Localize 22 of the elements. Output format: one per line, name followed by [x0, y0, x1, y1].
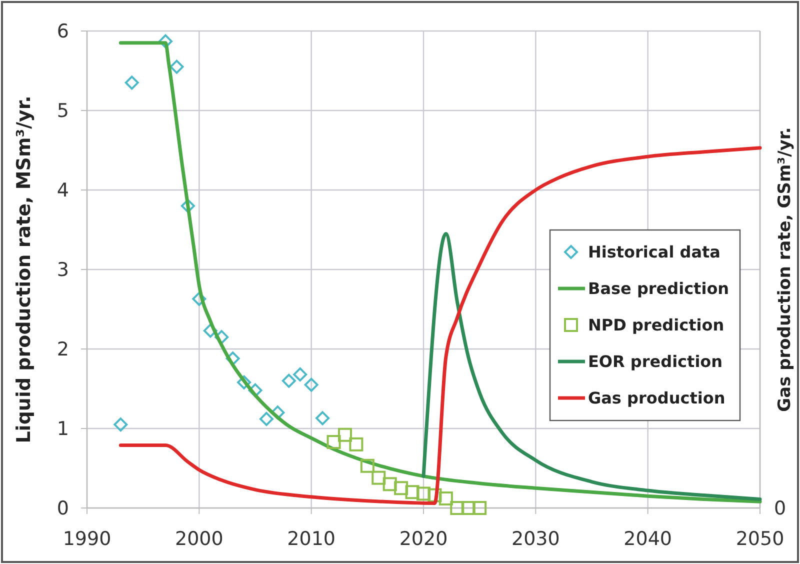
y2-axis-title: Gas production rate, GSm³/yr.	[775, 127, 795, 412]
x-tick-label: 2000	[174, 528, 224, 550]
y-tick-label: 0	[56, 498, 69, 520]
x-tick-label: 2020	[399, 528, 448, 550]
x-tick-label: 1990	[62, 528, 112, 550]
legend-label: Historical data	[588, 242, 720, 262]
legend-label: NPD prediction	[588, 316, 724, 335]
legend-label: Gas production	[588, 388, 726, 408]
y-tick-label: 1	[56, 418, 69, 440]
legend-label: Base prediction	[588, 279, 730, 298]
y-tick-label: 3	[56, 259, 69, 282]
y-tick-label: 5	[56, 100, 69, 122]
y-tick-label: 4	[56, 180, 69, 202]
x-tick-label: 2050	[736, 528, 784, 550]
y-axis-title: Liquid production rate, MSm³/yr.	[13, 96, 35, 444]
y-tick-label: 2	[56, 338, 69, 361]
text: 0	[774, 498, 786, 520]
x-tick-label: 2010	[287, 528, 336, 550]
y-tick-label: 6	[56, 20, 69, 43]
x-tick-label: 2030	[511, 528, 560, 550]
legend-label: EOR prediction	[588, 352, 723, 372]
x-tick-label: 2040	[624, 528, 672, 550]
